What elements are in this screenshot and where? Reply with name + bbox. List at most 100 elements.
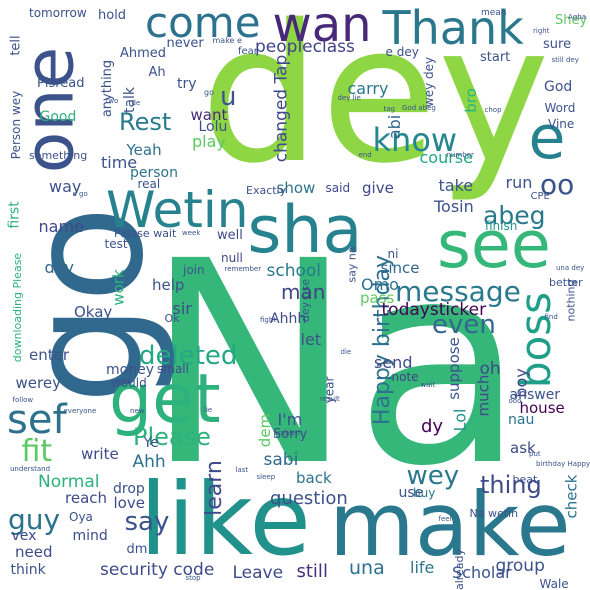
- cloud-word-since: since: [380, 258, 420, 277]
- cloud-word-tomorrow: tomorrow: [29, 6, 87, 20]
- cloud-word-question: question: [270, 488, 348, 509]
- cloud-word-guy: guy: [8, 503, 61, 536]
- cloud-word-abi: abi: [385, 114, 405, 140]
- cloud-word-enter: enter: [29, 345, 70, 364]
- cloud-word-wetin: Wetin: [106, 181, 249, 239]
- cloud-word-null: null: [221, 251, 243, 265]
- cloud-word-good: Good: [39, 109, 77, 125]
- cloud-word-i-m: I'm: [277, 410, 303, 429]
- cloud-word-buy: buy: [413, 486, 436, 500]
- cloud-word-start: start: [480, 49, 511, 65]
- cloud-word-ye: Ye: [143, 435, 159, 451]
- cloud-word-na: Na: [144, 202, 526, 528]
- cloud-word-wan: wan: [272, 0, 372, 53]
- cloud-word-join: join: [183, 263, 205, 277]
- cloud-word-give: give: [362, 178, 394, 197]
- cloud-word-yeah: Yeah: [126, 140, 162, 159]
- cloud-word-much: much: [474, 374, 493, 416]
- cloud-word-security-code: security code: [100, 559, 215, 580]
- cloud-word-put: put: [529, 449, 541, 458]
- cloud-word-abeg: abeg: [483, 200, 546, 230]
- cloud-word-stop: stop: [185, 573, 201, 582]
- cloud-word-downloading-please: downloading Please: [10, 252, 24, 362]
- cloud-word-oo: oo: [540, 168, 575, 201]
- cloud-word-sabi: sabi: [263, 449, 299, 470]
- cloud-word-person: person: [130, 165, 178, 181]
- cloud-word-beat: beat: [512, 472, 538, 486]
- cloud-word-lie: lie: [204, 405, 213, 414]
- cloud-word-una: una: [349, 556, 385, 579]
- cloud-word-fit: fit: [21, 434, 53, 469]
- cloud-word-name: name: [38, 217, 84, 236]
- cloud-word-dey-use: dey use: [298, 278, 312, 322]
- cloud-word-bro: bro: [461, 87, 480, 113]
- cloud-word-think: think: [10, 562, 46, 578]
- cloud-word-already: already: [452, 548, 466, 590]
- cloud-word-e-dey: e dey: [385, 45, 419, 59]
- cloud-word-love: love: [113, 493, 145, 512]
- cloud-word-na-wetin: Na wetin: [469, 506, 519, 520]
- cloud-word-make: make: [329, 473, 571, 576]
- cloud-word-ooo: ooo: [508, 396, 522, 405]
- cloud-word-better: better: [549, 275, 583, 289]
- cloud-word-god: God: [544, 79, 573, 95]
- cloud-word-suppose: suppose: [444, 336, 463, 400]
- cloud-word-wait: wait: [420, 380, 436, 389]
- cloud-word-plsread: Plsread: [37, 75, 85, 91]
- cloud-word-tell: tell: [8, 34, 24, 56]
- cloud-word-answer: answer: [509, 387, 561, 403]
- cloud-word-let: let: [300, 330, 322, 349]
- cloud-word-peopleclass: peopleclass: [255, 36, 355, 57]
- cloud-word-said: said: [325, 181, 351, 195]
- cloud-word-ahmed: Ahmed: [120, 45, 167, 61]
- cloud-word-ahh: Ahh: [132, 451, 166, 472]
- cloud-word-check: check: [562, 474, 581, 518]
- cloud-word-number: number: [446, 150, 474, 159]
- cloud-word-normal: Normal: [38, 471, 100, 492]
- cloud-word-finish: finish: [485, 219, 518, 233]
- cloud-word-understand: understand: [10, 464, 51, 473]
- cloud-word-leave: Leave: [232, 562, 284, 583]
- cloud-word-mean: mean: [481, 7, 507, 18]
- cloud-word-carry: carry: [347, 79, 389, 98]
- cloud-word-new: new: [130, 406, 145, 415]
- cloud-word-go: go: [204, 88, 214, 97]
- cloud-word-would: would: [111, 376, 147, 390]
- cloud-word-take: take: [438, 176, 474, 195]
- cloud-word-week: week: [182, 228, 201, 237]
- cloud-word-sure: sure: [543, 36, 572, 52]
- cloud-word-end: end: [358, 150, 372, 159]
- cloud-word-say: say: [124, 507, 170, 537]
- cloud-word-dm: dm: [126, 541, 148, 557]
- cloud-word-money: money: [106, 362, 154, 378]
- cloud-word-time: time: [101, 153, 138, 172]
- cloud-word-note: note: [391, 370, 419, 384]
- cloud-word-way: way: [49, 177, 82, 196]
- cloud-word-werey: werey: [15, 373, 61, 392]
- cloud-word-vine: Vine: [548, 117, 575, 131]
- cloud-word-thank: Thank: [382, 1, 524, 55]
- cloud-word-problem: problem: [273, 428, 303, 437]
- cloud-word-hold: hold: [98, 7, 127, 23]
- cloud-word-learn: learn: [201, 460, 227, 516]
- cloud-word-back: back: [296, 468, 332, 487]
- cloud-word-work: work: [109, 268, 128, 306]
- cloud-word-see: see: [437, 207, 551, 283]
- cloud-word-dem: dem: [255, 413, 274, 447]
- cloud-word-sir: sir: [172, 299, 192, 318]
- cloud-word-anything: anything: [99, 59, 115, 117]
- cloud-word-day: day: [44, 258, 74, 277]
- cloud-word-follow: follow: [12, 395, 34, 404]
- cloud-word-life: life: [410, 558, 435, 577]
- cloud-word-dey: dey: [200, 0, 550, 205]
- cloud-word-sha: sha: [247, 192, 363, 268]
- cloud-word-changed-tap: changed Tap: [271, 54, 292, 162]
- cloud-word-house: house: [519, 398, 565, 417]
- cloud-word-right: right: [533, 26, 550, 35]
- cloud-word-add: add: [116, 376, 130, 385]
- cloud-word-ok: Ok: [164, 311, 180, 325]
- cloud-word-result: result: [320, 394, 340, 403]
- cloud-word-still-dey: still dey: [551, 55, 579, 64]
- cloud-word-group: group: [495, 555, 545, 576]
